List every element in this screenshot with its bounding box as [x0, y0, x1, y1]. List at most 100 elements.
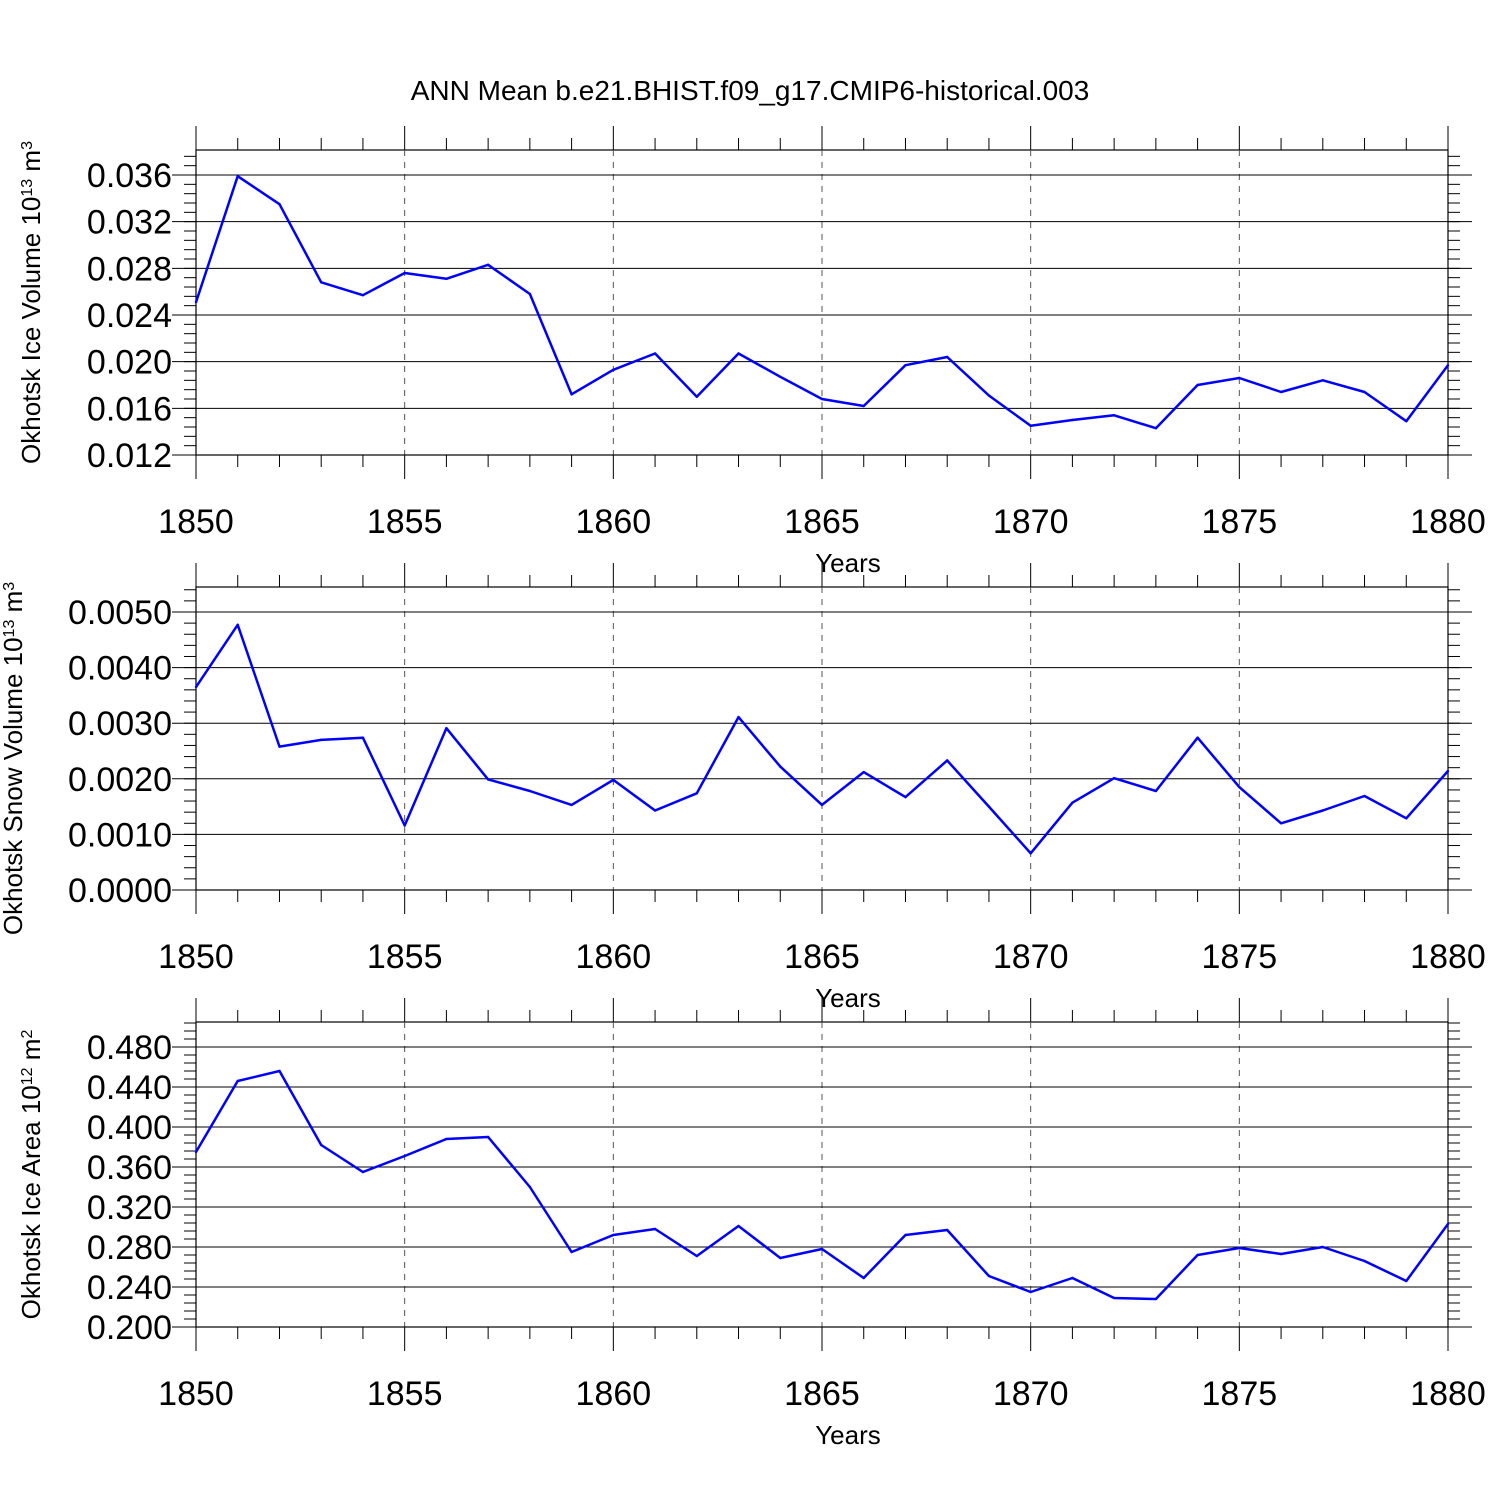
ice-volume-y-tick-label: 0.016: [87, 390, 172, 428]
chart-panel-snow-volume: 1850 1855 1860 1865 1870 1875 1880 0.0000 0.0010…: [0, 563, 1486, 1013]
chart-panel-ice-area: 1850 1855 1860 1865 1870 1875 18800.2000.2400.…: [16, 998, 1486, 1450]
ice-volume-x-tick-label: 1870: [993, 503, 1069, 541]
ice-area-x-tick-label: 1850: [158, 1375, 234, 1413]
ice-area-x-tick-label: 1865: [784, 1375, 860, 1413]
ice-volume-data-point: [1363, 390, 1366, 394]
snow-volume-data-point: [403, 824, 406, 827]
ice-area-data-point: [904, 1233, 907, 1237]
ice-volume-y-tick-label: 0.028: [87, 250, 172, 288]
snow-volume-data-point: [445, 727, 448, 730]
snow-volume-data-point: [1071, 801, 1074, 804]
ice-area-data-point: [1405, 1279, 1408, 1283]
ice-volume-data-point: [361, 293, 365, 297]
ice-volume-data-point: [695, 395, 698, 398]
snow-volume-y-tick-label: 0.0050: [68, 594, 172, 632]
snow-volume-y-axis-label: Okhotsk Snow Volume 1013 m3: [0, 582, 28, 935]
snow-volume-data-point: [904, 795, 907, 799]
ice-area-data-point: [1196, 1253, 1199, 1257]
ice-area-data-point: [194, 1150, 198, 1154]
snow-volume-y-tick-label: 0.0040: [68, 650, 172, 688]
ice-volume-y-axis-label: Okhotsk Ice Volume 1013 m3: [16, 141, 46, 464]
snow-volume-data-point: [570, 803, 573, 807]
figure-title: ANN Mean b.e21.BHIST.f09_g17.CMIP6-histo…: [411, 75, 1090, 106]
ice-area-y-tick-label: 0.400: [87, 1109, 172, 1147]
ice-volume-y-tick-label: 0.024: [87, 297, 172, 335]
ice-volume-x-axis-label: Years: [815, 548, 881, 578]
ice-area-y-tick-label: 0.280: [87, 1229, 172, 1267]
snow-volume-data-point: [820, 803, 824, 807]
ice-volume-data-point: [403, 271, 406, 275]
ice-area-data-point: [1071, 1276, 1074, 1280]
ice-area-plot-frame: [195, 1021, 1449, 1328]
ice-area-x-tick-label: 1875: [1202, 1375, 1278, 1413]
ice-area-y-tick-label: 0.360: [87, 1149, 172, 1187]
snow-volume-data-point: [236, 623, 239, 626]
ice-area-data-point: [361, 1170, 365, 1174]
ice-area-x-axis-label: Years: [815, 1420, 881, 1450]
ice-area-data-point: [779, 1256, 782, 1260]
snow-volume-y-axis-label-exponent: 3: [1, 582, 18, 591]
ice-volume-data-point: [528, 292, 532, 296]
ice-volume-data-point: [653, 352, 657, 355]
ice-volume-x-tick-label: 1865: [784, 503, 860, 541]
snow-volume-x-tick-label: 1875: [1202, 938, 1278, 976]
ice-area-y-tick-label: 0.480: [87, 1029, 172, 1067]
ice-area-y-axis-label-text: Okhotsk Ice Area 10: [16, 1085, 46, 1319]
chart-panel-ice-volume: 1850 1855 1860 1865 1870 1875 1880 0.012 0.016 0.…: [16, 126, 1486, 578]
snow-volume-y-tick-label: 0.0030: [68, 705, 172, 743]
snow-volume-y-axis-label-exponent: 13: [1, 620, 18, 638]
snow-volume-y-tick-label: 0.0010: [68, 816, 172, 854]
ice-area-data-point: [653, 1227, 657, 1231]
ice-volume-data-point: [1279, 390, 1283, 394]
ice-volume-x-tick-label: 1850: [158, 503, 234, 541]
snow-volume-x-tick-label: 1855: [367, 938, 443, 976]
ice-volume-x-tick-label: 1880: [1410, 503, 1486, 541]
snow-volume-data-point: [737, 715, 740, 719]
snow-volume-data-point: [862, 770, 865, 774]
ice-volume-data-point: [612, 368, 615, 372]
ice-volume-data-point: [486, 263, 490, 267]
snow-volume-data-point: [486, 778, 490, 781]
ice-area-y-tick-label: 0.240: [87, 1269, 172, 1307]
snow-volume-data-point: [1196, 736, 1199, 739]
snow-volume-data-point: [1154, 789, 1158, 793]
snow-volume-data-point: [1363, 794, 1366, 798]
snow-volume-data-point: [779, 765, 782, 768]
ice-area-x-tick-label: 1860: [576, 1375, 652, 1413]
snow-volume-data-point: [612, 778, 615, 782]
ice-volume-data-point: [1321, 379, 1325, 382]
ice-volume-y-axis-label-exponent: 3: [19, 141, 36, 150]
ice-volume-y-tick-label: 0.020: [87, 344, 172, 382]
ice-volume-y-tick-label: 0.012: [87, 437, 172, 475]
ice-volume-x-tick-label: 1855: [367, 503, 443, 541]
ice-volume-y-axis-label-text: m: [16, 150, 46, 179]
ice-volume-data-point: [445, 277, 448, 281]
ice-area-data-point: [1446, 1222, 1450, 1226]
snow-volume-data-point: [946, 759, 949, 762]
ice-volume-data-point: [862, 404, 865, 408]
ice-area-data-point: [1029, 1290, 1032, 1294]
ice-area-data-point: [236, 1079, 239, 1083]
ice-area-data-point: [1363, 1259, 1366, 1263]
snow-volume-data-point: [528, 789, 532, 793]
ice-area-x-tick-label: 1880: [1410, 1375, 1486, 1413]
ice-volume-data-point: [946, 355, 949, 359]
ice-area-data-point: [946, 1228, 949, 1232]
ice-volume-data-point: [1405, 419, 1408, 423]
snow-volume-x-tick-label: 1870: [993, 938, 1069, 976]
ice-volume-data-point: [904, 363, 907, 367]
ice-volume-data-point: [1446, 363, 1450, 367]
ice-area-data-point: [403, 1154, 406, 1158]
snow-volume-data-point: [1279, 822, 1283, 825]
ice-area-data-point: [987, 1274, 991, 1278]
snow-volume-y-tick-label: 0.0020: [68, 761, 172, 799]
ice-volume-y-tick-label: 0.032: [87, 204, 172, 242]
ice-volume-data-point: [194, 300, 198, 304]
ice-area-y-axis-label-exponent: 2: [19, 1030, 36, 1039]
snow-volume-data-point: [1029, 852, 1032, 855]
ice-volume-data-point: [737, 352, 740, 355]
ice-volume-data-point: [278, 202, 281, 206]
snow-volume-x-tick-label: 1860: [576, 938, 652, 976]
snow-volume-data-point: [1321, 809, 1325, 812]
ice-area-data-point: [570, 1250, 573, 1254]
